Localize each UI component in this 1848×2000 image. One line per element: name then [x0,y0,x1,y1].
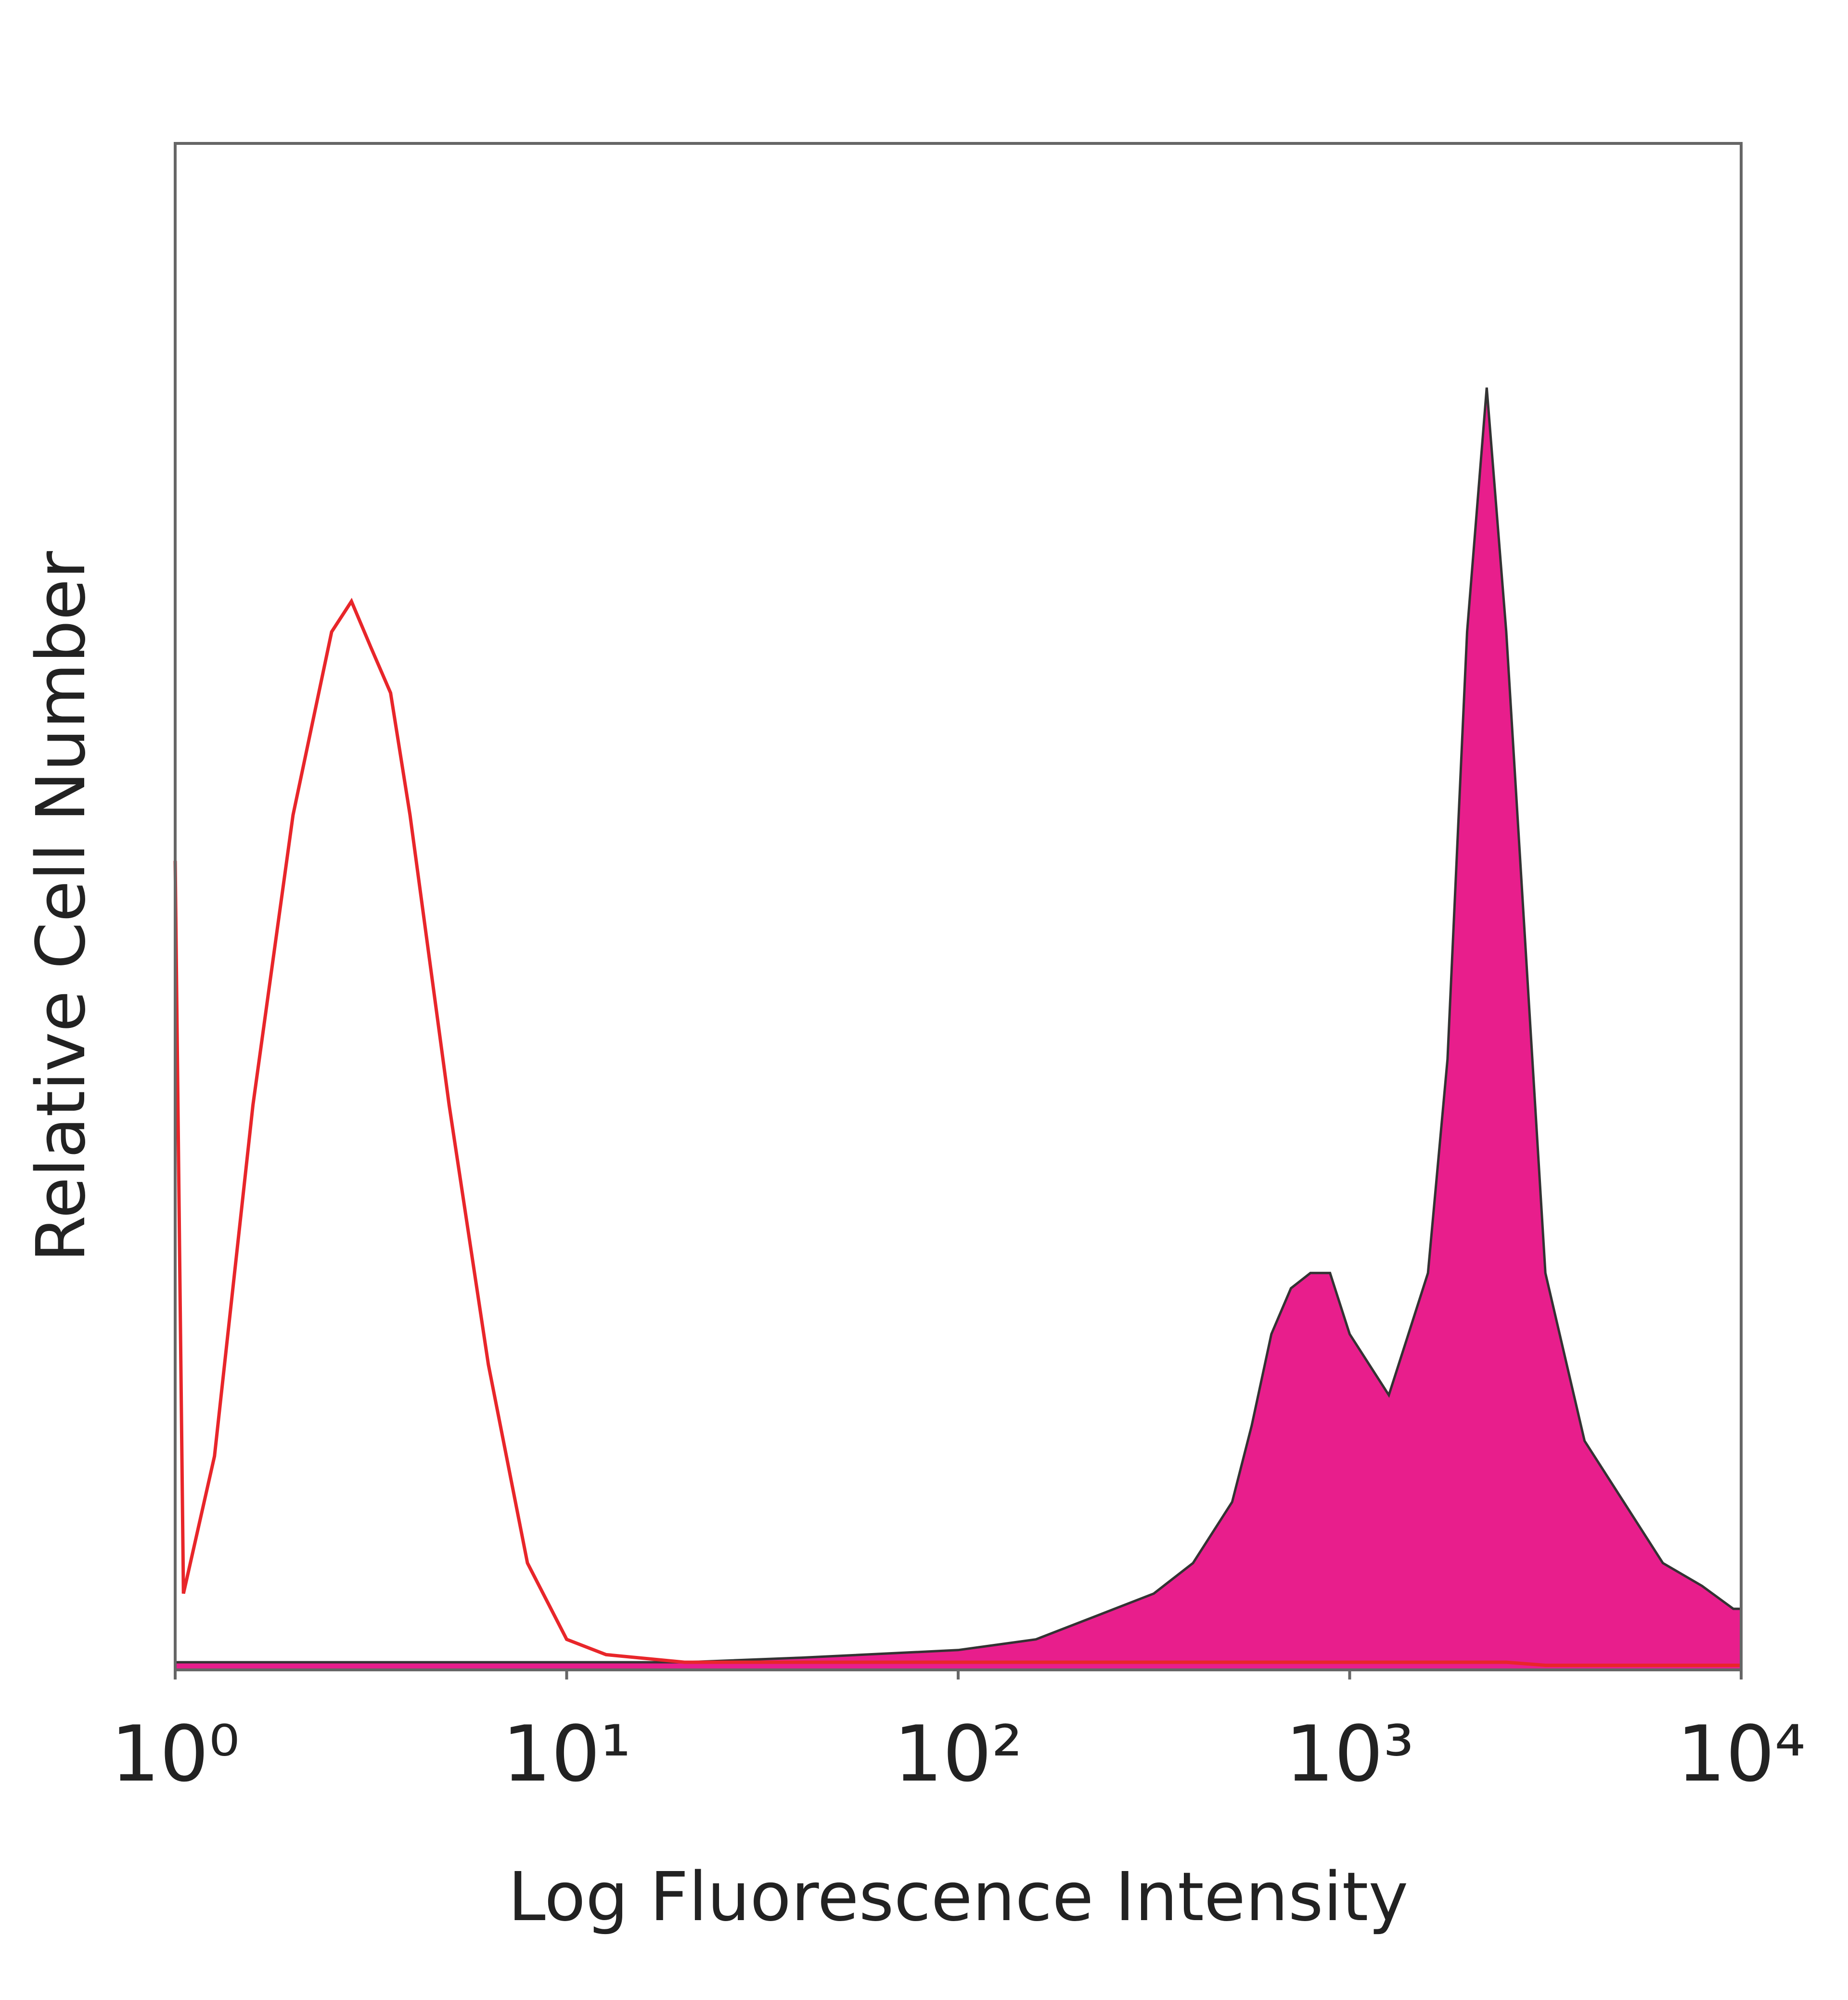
x-tick-label: 10³ [1285,1709,1414,1799]
histogram-line [173,598,1741,1667]
x-tick-label: 10² [894,1709,1023,1799]
histogram-area [174,387,1743,1671]
x-tick-label: 10¹ [502,1709,631,1799]
x-tick-label: 10⁴ [1677,1709,1806,1799]
x-tick-label: 10⁰ [111,1709,240,1799]
y-axis-title: Relative Cell Number [22,551,101,1262]
x-axis-title: Log Fluorescence Intensity [508,1858,1409,1936]
